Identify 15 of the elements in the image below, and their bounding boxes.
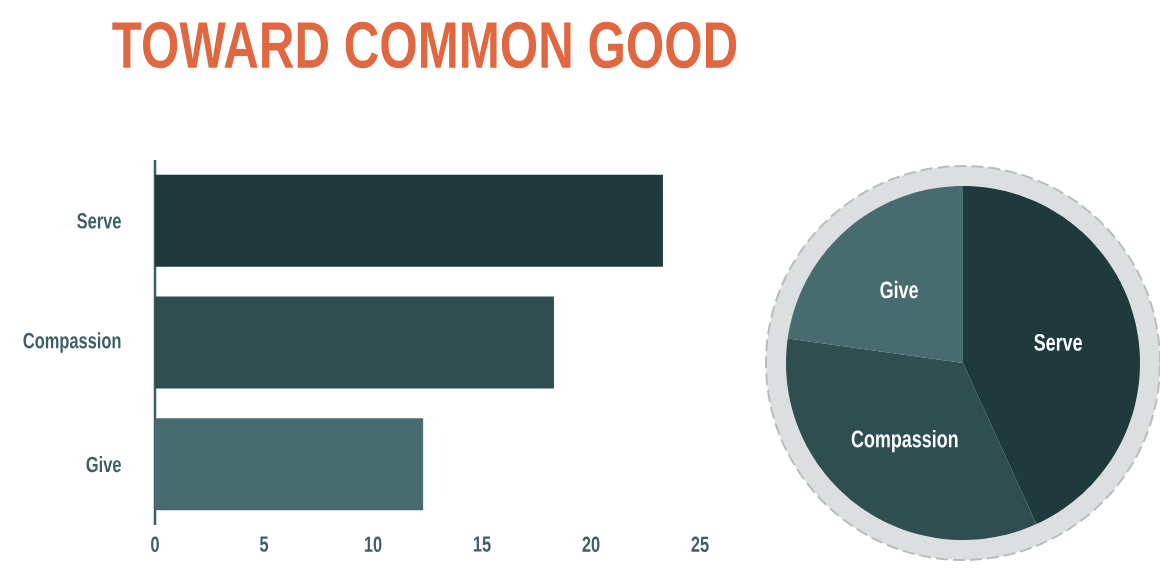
bar (155, 174, 663, 267)
y-tick-label: Serve (77, 213, 121, 229)
y-tick-label: Compassion (23, 332, 121, 353)
bar (155, 296, 554, 389)
x-tick-label: 5 (259, 536, 269, 552)
slice-label: Serve (1034, 333, 1082, 351)
x-tick-label: 25 (691, 536, 709, 553)
slice-label: Give (880, 280, 918, 299)
x-tick-label: 20 (582, 536, 600, 553)
chart-title: TOWARD COMMON GOOD (112, 21, 737, 69)
x-tick-label: 10 (364, 536, 382, 553)
slice-label: Compassion (851, 429, 958, 453)
x-tick-label: 0 (151, 536, 159, 553)
x-tick-label: 15 (473, 536, 491, 552)
y-tick-label: Give (86, 456, 121, 473)
